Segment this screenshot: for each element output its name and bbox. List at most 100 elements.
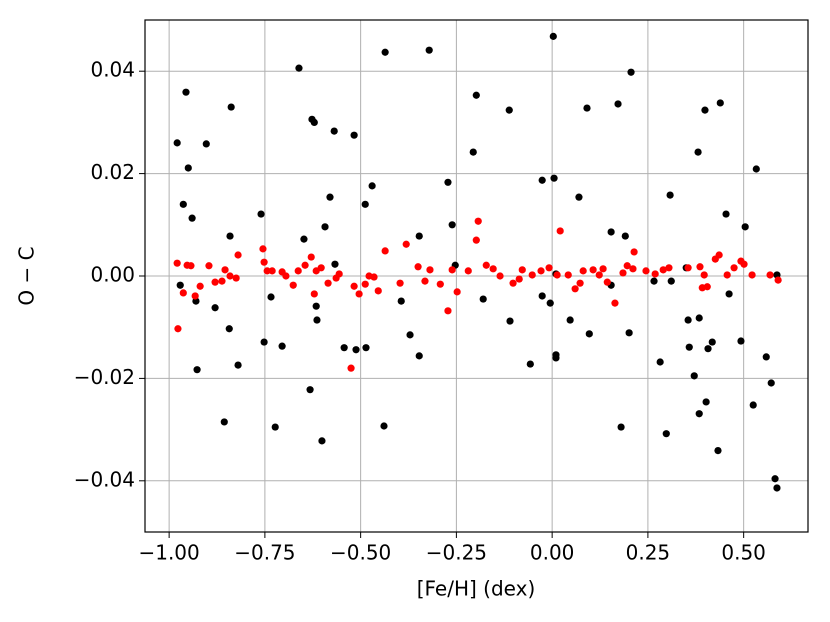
point bbox=[313, 316, 321, 324]
point bbox=[310, 118, 318, 126]
point bbox=[771, 475, 779, 483]
point bbox=[220, 418, 228, 426]
point bbox=[174, 325, 182, 333]
point bbox=[515, 275, 523, 283]
point bbox=[472, 236, 480, 244]
point bbox=[381, 48, 389, 56]
point bbox=[538, 176, 546, 184]
point bbox=[226, 232, 234, 240]
y-tick-label: 0.02 bbox=[90, 160, 135, 184]
point bbox=[553, 271, 561, 279]
point bbox=[599, 265, 607, 273]
point bbox=[642, 267, 650, 275]
point bbox=[188, 214, 196, 222]
point bbox=[361, 200, 369, 208]
point bbox=[381, 247, 389, 255]
point bbox=[331, 260, 339, 268]
point bbox=[585, 330, 593, 338]
point bbox=[415, 232, 423, 240]
point bbox=[621, 232, 629, 240]
point bbox=[374, 287, 382, 295]
point bbox=[263, 267, 271, 275]
point bbox=[211, 304, 219, 312]
point bbox=[211, 278, 219, 286]
point bbox=[318, 437, 326, 445]
point bbox=[191, 292, 199, 300]
point bbox=[340, 344, 348, 352]
point bbox=[205, 262, 213, 270]
point bbox=[448, 266, 456, 274]
point bbox=[556, 227, 564, 235]
point bbox=[234, 251, 242, 259]
point bbox=[282, 272, 290, 280]
point bbox=[268, 267, 276, 275]
point bbox=[730, 264, 738, 272]
point bbox=[350, 131, 358, 139]
point bbox=[684, 264, 692, 272]
point bbox=[571, 285, 579, 293]
point bbox=[179, 289, 187, 297]
point bbox=[173, 139, 181, 147]
point bbox=[482, 261, 490, 269]
point bbox=[436, 280, 444, 288]
point bbox=[528, 271, 536, 279]
point bbox=[619, 269, 627, 277]
point bbox=[184, 164, 192, 172]
point bbox=[362, 344, 370, 352]
point bbox=[702, 398, 710, 406]
x-tick-label: −0.50 bbox=[330, 541, 391, 565]
point bbox=[326, 193, 334, 201]
y-axis-label: O − C bbox=[15, 246, 39, 305]
point bbox=[694, 148, 702, 156]
point bbox=[700, 271, 708, 279]
point bbox=[202, 140, 210, 148]
point bbox=[695, 410, 703, 418]
point bbox=[723, 271, 731, 279]
point bbox=[324, 279, 332, 287]
point bbox=[173, 259, 181, 267]
point bbox=[748, 271, 756, 279]
point bbox=[352, 346, 360, 354]
point bbox=[617, 423, 625, 431]
point bbox=[179, 200, 187, 208]
x-tick-label: −0.25 bbox=[426, 541, 487, 565]
y-tick-label: −0.02 bbox=[74, 365, 135, 389]
point bbox=[306, 386, 314, 394]
point bbox=[741, 223, 749, 231]
point bbox=[715, 251, 723, 259]
point bbox=[260, 338, 268, 346]
point bbox=[737, 337, 745, 345]
point bbox=[234, 361, 242, 369]
point bbox=[226, 272, 234, 280]
point bbox=[614, 100, 622, 108]
point bbox=[607, 228, 615, 236]
point bbox=[696, 263, 704, 271]
point bbox=[659, 266, 667, 274]
point bbox=[595, 271, 603, 279]
point bbox=[370, 273, 378, 281]
point bbox=[589, 266, 597, 274]
point bbox=[218, 277, 226, 285]
point bbox=[347, 364, 355, 372]
point bbox=[774, 276, 782, 284]
point bbox=[762, 353, 770, 361]
point bbox=[196, 282, 204, 290]
point bbox=[259, 245, 267, 253]
point bbox=[667, 277, 675, 285]
point bbox=[538, 292, 546, 300]
point bbox=[722, 210, 730, 218]
x-axis-label: [Fe/H] (dex) bbox=[417, 577, 536, 601]
point bbox=[312, 302, 320, 310]
point bbox=[703, 283, 711, 291]
point bbox=[564, 271, 572, 279]
point bbox=[414, 263, 422, 271]
point bbox=[307, 253, 315, 261]
point bbox=[506, 317, 514, 325]
point bbox=[627, 68, 635, 76]
point bbox=[766, 271, 774, 279]
point bbox=[335, 270, 343, 278]
point bbox=[684, 316, 692, 324]
point bbox=[566, 316, 574, 324]
point bbox=[301, 261, 309, 269]
